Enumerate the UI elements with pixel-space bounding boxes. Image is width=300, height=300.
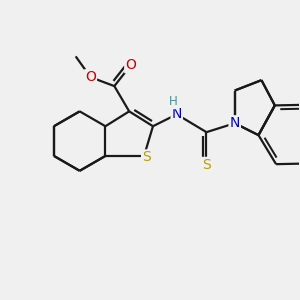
Text: H: H — [169, 95, 178, 108]
Text: N: N — [172, 107, 182, 121]
Text: S: S — [202, 158, 211, 172]
Text: O: O — [85, 70, 96, 84]
Text: O: O — [125, 58, 136, 72]
Text: S: S — [142, 150, 151, 164]
Text: N: N — [230, 116, 240, 130]
